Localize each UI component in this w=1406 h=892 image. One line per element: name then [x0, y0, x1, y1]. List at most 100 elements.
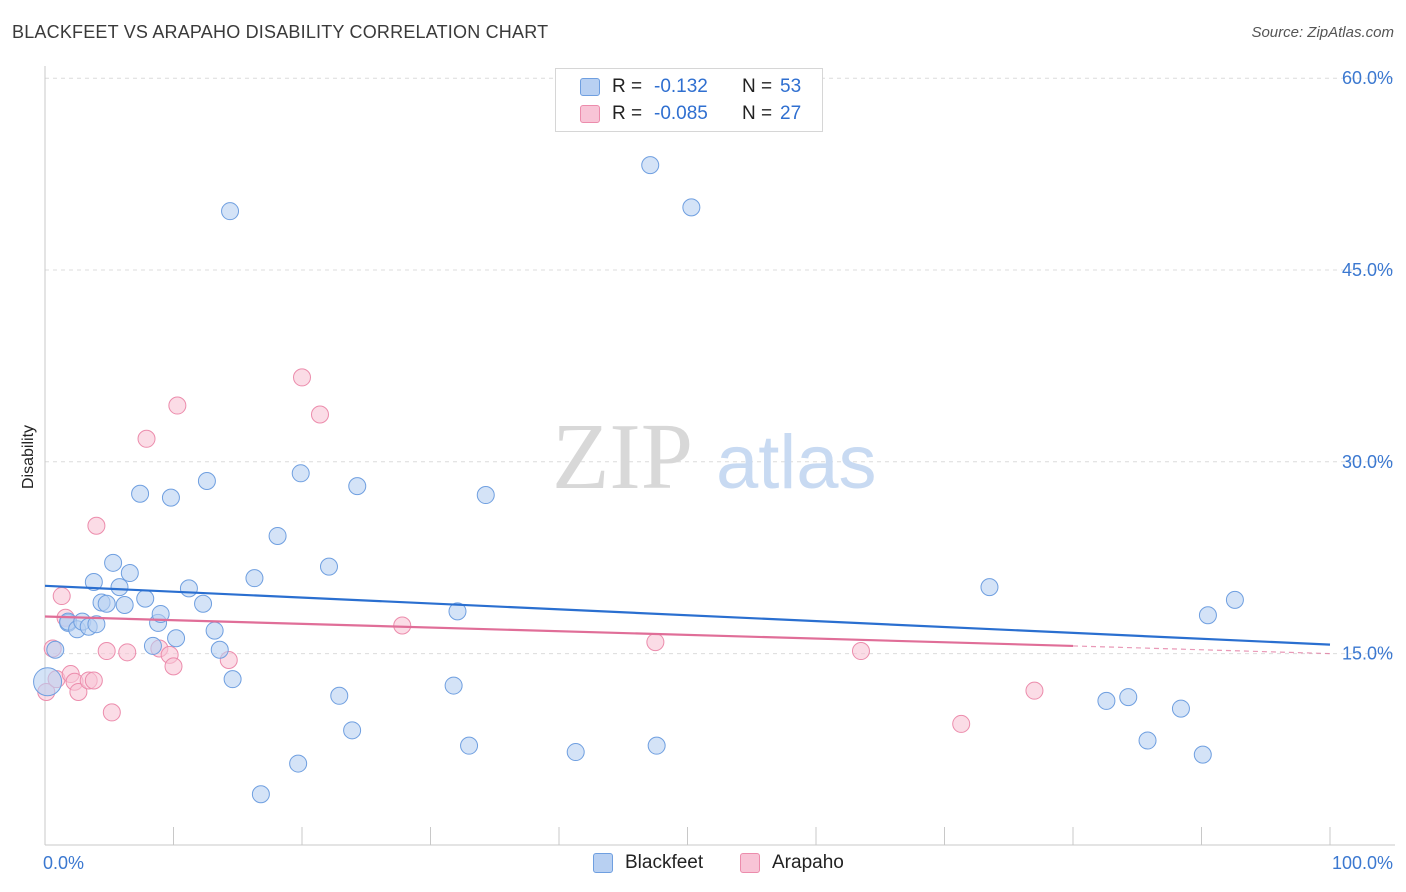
- legend-n-label: N =: [742, 103, 773, 124]
- arapaho-trend-extension: [1072, 645, 1331, 655]
- blackfeet-point: [194, 594, 213, 613]
- blackfeet-swatch: [580, 78, 600, 96]
- arapaho-points: [37, 368, 1044, 733]
- blackfeet-point: [1138, 731, 1157, 750]
- blackfeet-point: [251, 785, 270, 804]
- legend-item-arapaho[interactable]: Arapaho: [740, 852, 844, 874]
- blackfeet-point: [1193, 745, 1212, 764]
- blackfeet-point: [682, 198, 701, 217]
- blackfeet-point: [245, 569, 264, 588]
- legend-r-value: -0.132: [654, 76, 708, 97]
- blackfeet-point: [448, 602, 467, 621]
- legend-r-value: -0.085: [654, 103, 708, 124]
- legend-label-blackfeet: Blackfeet: [625, 852, 704, 873]
- arapaho-point: [310, 405, 329, 424]
- blackfeet-point: [641, 156, 660, 175]
- legend-item-blackfeet[interactable]: Blackfeet: [593, 852, 703, 874]
- blackfeet-point: [115, 596, 134, 615]
- blackfeet-point: [330, 686, 349, 705]
- blackfeet-point: [319, 557, 338, 576]
- blackfeet-point: [980, 578, 999, 597]
- blackfeet-point: [1171, 699, 1190, 718]
- x-tick-labels: 0.0% 100.0%: [43, 853, 1393, 873]
- blackfeet-point: [161, 488, 180, 507]
- stats-legend: R = -0.132 N = 53 R = -0.085 N = 27: [555, 68, 823, 132]
- blackfeet-point: [205, 621, 224, 640]
- arapaho-point: [164, 657, 183, 676]
- blackfeet-point: [289, 754, 308, 773]
- blackfeet-point: [291, 464, 310, 483]
- blackfeet-point: [104, 553, 123, 572]
- arapaho-point: [87, 516, 106, 535]
- blackfeet-point: [1198, 606, 1217, 625]
- legend-r-label: R =: [612, 76, 643, 97]
- blackfeet-swatch: [593, 853, 613, 873]
- arapaho-point: [52, 587, 71, 606]
- legend-r-label: R =: [612, 103, 643, 124]
- arapaho-point: [118, 643, 137, 662]
- blackfeet-point: [223, 670, 242, 689]
- x-tick-label: 0.0%: [43, 853, 84, 873]
- blackfeet-point: [460, 736, 479, 755]
- source-label: Source: ZipAtlas.com: [1251, 24, 1394, 41]
- blackfeet-point: [46, 640, 65, 659]
- legend-row-blackfeet: R = -0.132 N = 53: [580, 74, 801, 100]
- arapaho-point: [168, 396, 187, 415]
- blackfeet-point: [167, 629, 186, 648]
- blackfeet-points: [33, 156, 1244, 804]
- blackfeet-point: [343, 721, 362, 740]
- arapaho-trend-line: [44, 615, 1074, 648]
- blackfeet-point: [210, 640, 229, 659]
- blackfeet-point: [1097, 691, 1116, 710]
- arapaho-point: [97, 642, 116, 661]
- blackfeet-point: [110, 578, 129, 597]
- legend-n-label: N =: [742, 76, 773, 97]
- arapaho-point: [1025, 681, 1044, 700]
- trend-lines: [44, 584, 1331, 655]
- axes: [44, 66, 1395, 846]
- blackfeet-point: [136, 589, 155, 608]
- blackfeet-point: [97, 594, 116, 613]
- arapaho-swatch: [580, 105, 600, 123]
- blackfeet-point: [221, 202, 240, 221]
- x-tick-label: 100.0%: [1332, 853, 1393, 873]
- blackfeet-point: [120, 564, 139, 583]
- y-tick-label: 30.0%: [1342, 452, 1393, 472]
- y-axis-label: Disability: [20, 425, 37, 489]
- blackfeet-point: [179, 579, 198, 598]
- blackfeet-trend-line: [44, 584, 1331, 646]
- arapaho-point: [137, 429, 156, 448]
- legend-label-arapaho: Arapaho: [772, 852, 844, 873]
- arapaho-point: [646, 633, 665, 652]
- gridlines: [45, 77, 1395, 655]
- watermark-zip: ZIP: [552, 405, 693, 509]
- legend-n-value: 53: [780, 76, 802, 97]
- y-tick-label: 60.0%: [1342, 68, 1393, 88]
- arapaho-point: [293, 368, 311, 387]
- arapaho-swatch: [740, 853, 760, 873]
- watermark-atlas: atlas: [716, 420, 877, 505]
- y-tick-labels: 15.0% 30.0% 45.0% 60.0%: [1342, 68, 1393, 663]
- blackfeet-point: [84, 572, 103, 591]
- blackfeet-point: [566, 743, 585, 762]
- arapaho-point: [851, 642, 870, 661]
- legend-row-arapaho: R = -0.085 N = 27: [580, 101, 801, 127]
- series-legend: Blackfeet Arapaho: [0, 852, 1406, 878]
- arapaho-point: [84, 671, 103, 690]
- blackfeet-point: [143, 636, 162, 655]
- legend-n-value: 27: [780, 103, 802, 124]
- blackfeet-point: [444, 676, 463, 695]
- blackfeet-point: [1225, 590, 1244, 609]
- blackfeet-point: [348, 477, 367, 496]
- y-tick-label: 45.0%: [1342, 260, 1393, 280]
- chart-title: BLACKFEET VS ARAPAHO DISABILITY CORRELAT…: [12, 22, 549, 42]
- blackfeet-point: [87, 615, 106, 634]
- y-tick-label: 15.0%: [1342, 644, 1393, 664]
- blackfeet-point: [647, 736, 666, 755]
- blackfeet-point: [33, 667, 63, 697]
- arapaho-point: [952, 714, 971, 733]
- blackfeet-point: [151, 604, 170, 623]
- blackfeet-point: [476, 486, 495, 505]
- blackfeet-point: [197, 471, 216, 490]
